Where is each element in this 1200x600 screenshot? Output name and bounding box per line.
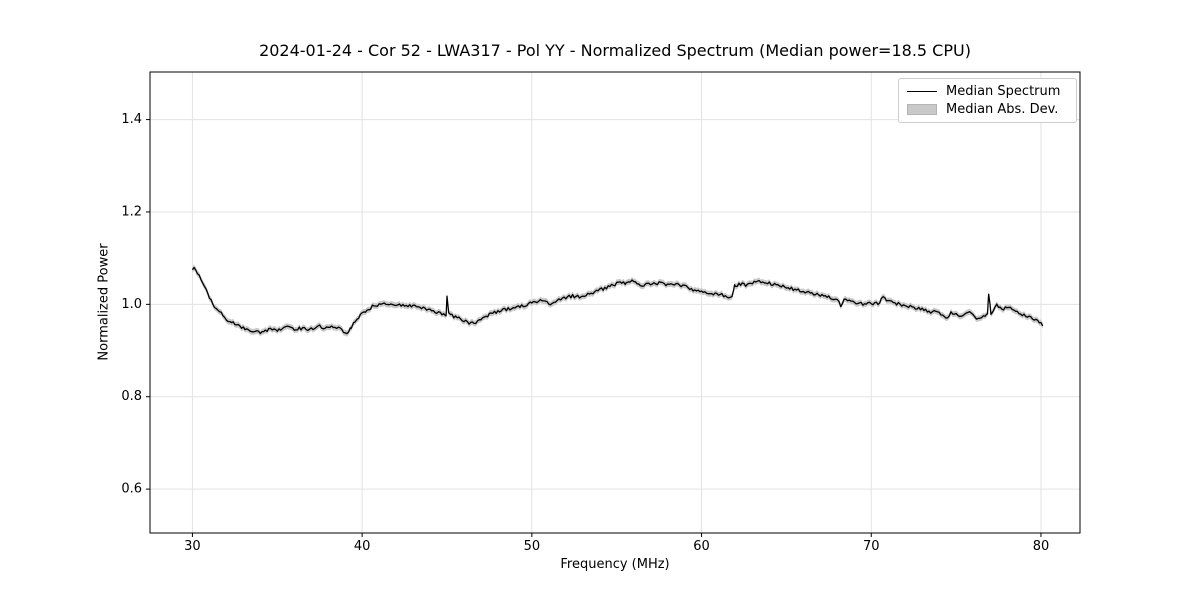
x-tick-label: 50 [524, 539, 541, 554]
legend-entry-median-spectrum: Median Spectrum [907, 82, 1068, 101]
x-tick-label: 40 [354, 539, 371, 554]
legend-label: Median Spectrum [946, 83, 1061, 99]
x-tick-label: 60 [693, 539, 710, 554]
x-tick-label: 70 [863, 539, 880, 554]
y-tick-label: 1.0 [121, 297, 142, 312]
y-tick-label: 0.6 [121, 482, 142, 497]
legend-line-sample [907, 90, 937, 92]
y-axis-label: Normalized Power [96, 243, 112, 361]
y-tick-label: 1.4 [121, 112, 142, 127]
plot-border [149, 71, 1081, 534]
x-axis-label: Frequency (MHz) [560, 557, 670, 572]
y-tick-label: 0.8 [121, 389, 142, 404]
legend-label: Median Abs. Dev. [946, 102, 1059, 118]
x-tick-label: 30 [184, 539, 201, 554]
x-tick-label: 80 [1033, 539, 1050, 554]
legend: Median Spectrum Median Abs. Dev. [898, 78, 1077, 123]
median-spectrum-line [191, 266, 1044, 335]
y-tick-label: 1.2 [121, 204, 142, 219]
median-abs-dev-band [192, 264, 1043, 337]
legend-entry-median-abs-dev: Median Abs. Dev. [907, 101, 1068, 120]
legend-patch-sample [907, 104, 937, 116]
chart-title: 2024-01-24 - Cor 52 - LWA317 - Pol YY - … [259, 41, 971, 60]
